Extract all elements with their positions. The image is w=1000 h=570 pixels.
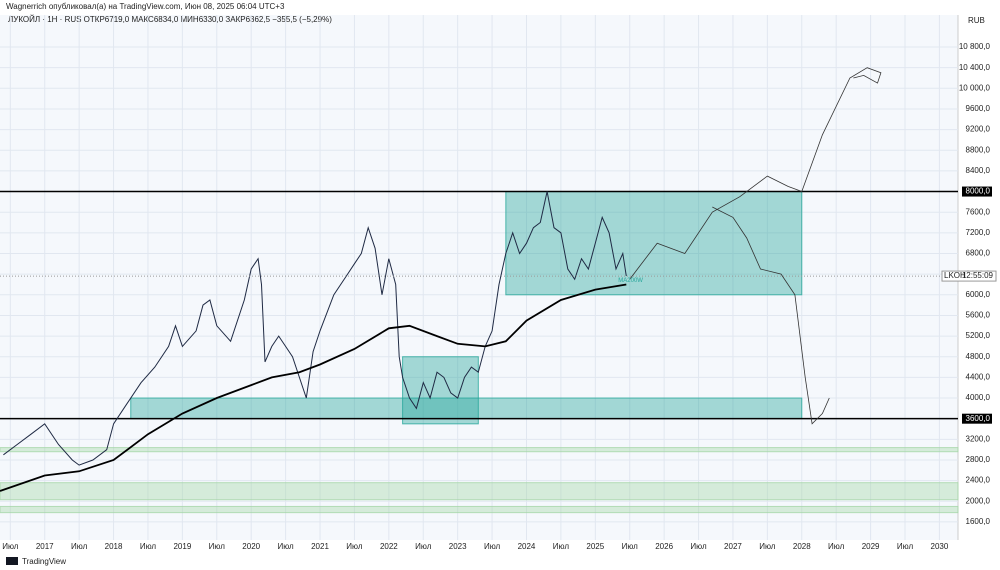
- x-tick-label: 2025: [586, 542, 604, 551]
- x-tick-label: Июл: [690, 542, 707, 551]
- y-tick-label: 2400,0: [966, 476, 991, 485]
- x-tick-label: Июл: [277, 542, 294, 551]
- x-tick-label: 2022: [380, 542, 398, 551]
- x-tick-label: 2023: [449, 542, 467, 551]
- x-tick-label: 2027: [724, 542, 742, 551]
- y-tick-label: 10 400,0: [959, 63, 991, 72]
- y-tick-label: 5200,0: [966, 331, 991, 340]
- x-tick-label: 2028: [793, 542, 811, 551]
- x-tick-label: Июл: [759, 542, 776, 551]
- x-tick-label: Июл: [415, 542, 432, 551]
- x-tick-label: Июл: [897, 542, 914, 551]
- y-tick-label: 4800,0: [966, 352, 991, 361]
- x-tick-label: 2019: [173, 542, 191, 551]
- x-tick-label: 2017: [36, 542, 54, 551]
- y-tick-label: 1600,0: [966, 517, 991, 526]
- x-tick-label: Июл: [622, 542, 639, 551]
- x-tick-label: Июл: [71, 542, 88, 551]
- x-tick-label: 2018: [105, 542, 123, 551]
- plot-bg: [0, 15, 958, 540]
- y-tick-label: 7600,0: [966, 207, 991, 216]
- y-tick-label: 3600,0: [966, 414, 991, 423]
- x-tick-label: 2030: [931, 542, 949, 551]
- legend: ЛУКОЙЛ · 1Н · RUS ОТКР6719,0 МАКС6834,0 …: [8, 15, 332, 24]
- x-tick-label: Июл: [484, 542, 501, 551]
- countdown: 12:55:09: [962, 271, 994, 280]
- footer: TradingView: [22, 557, 66, 566]
- x-tick-label: Июл: [553, 542, 570, 551]
- y-tick-label: 5600,0: [966, 311, 991, 320]
- y-tick-label: 2000,0: [966, 496, 991, 505]
- price-line: [3, 191, 627, 466]
- currency: RUB: [968, 16, 985, 25]
- y-tick-label: 8400,0: [966, 166, 991, 175]
- y-tick-label: 6000,0: [966, 290, 991, 299]
- x-tick-label: Июл: [828, 542, 845, 551]
- x-tick-label: Июл: [2, 542, 19, 551]
- header: Wagnerrich опубликовал(а) на TradingView…: [6, 2, 285, 11]
- x-tick-label: 2021: [311, 542, 329, 551]
- ma-line: [0, 283, 627, 492]
- x-tick-label: Июл: [140, 542, 157, 551]
- y-tick-label: 9600,0: [966, 104, 991, 113]
- y-tick-label: 10 000,0: [959, 83, 991, 92]
- y-tick-label: 8000,0: [966, 187, 991, 196]
- zone: [0, 482, 959, 501]
- y-tick-label: 4000,0: [966, 393, 991, 402]
- zone: [402, 356, 479, 425]
- y-tick-label: 8800,0: [966, 145, 991, 154]
- x-tick-label: Июл: [346, 542, 363, 551]
- ma-label: MA200W: [618, 278, 643, 284]
- x-tick-label: 2024: [518, 542, 536, 551]
- zone: [0, 447, 959, 453]
- logo: [6, 557, 18, 565]
- x-tick-label: 2026: [655, 542, 673, 551]
- y-tick-label: 4400,0: [966, 372, 991, 381]
- y-tick-label: 3200,0: [966, 434, 991, 443]
- y-tick-label: 6800,0: [966, 249, 991, 258]
- x-tick-label: 2029: [862, 542, 880, 551]
- projection: [629, 67, 882, 280]
- level-tag: [962, 186, 992, 197]
- y-tick-label: 2800,0: [966, 455, 991, 464]
- zone: [505, 191, 803, 296]
- ticker: LKOH: [944, 271, 966, 280]
- level-tag: [962, 413, 992, 424]
- zone: [0, 505, 959, 514]
- y-tick-label: 7200,0: [966, 228, 991, 237]
- projection: [712, 206, 830, 425]
- x-tick-label: Июл: [209, 542, 226, 551]
- price-tag: [941, 270, 997, 282]
- y-tick-label: 9200,0: [966, 125, 991, 134]
- x-tick-label: 2020: [242, 542, 260, 551]
- y-tick-label: 10 800,0: [959, 42, 991, 51]
